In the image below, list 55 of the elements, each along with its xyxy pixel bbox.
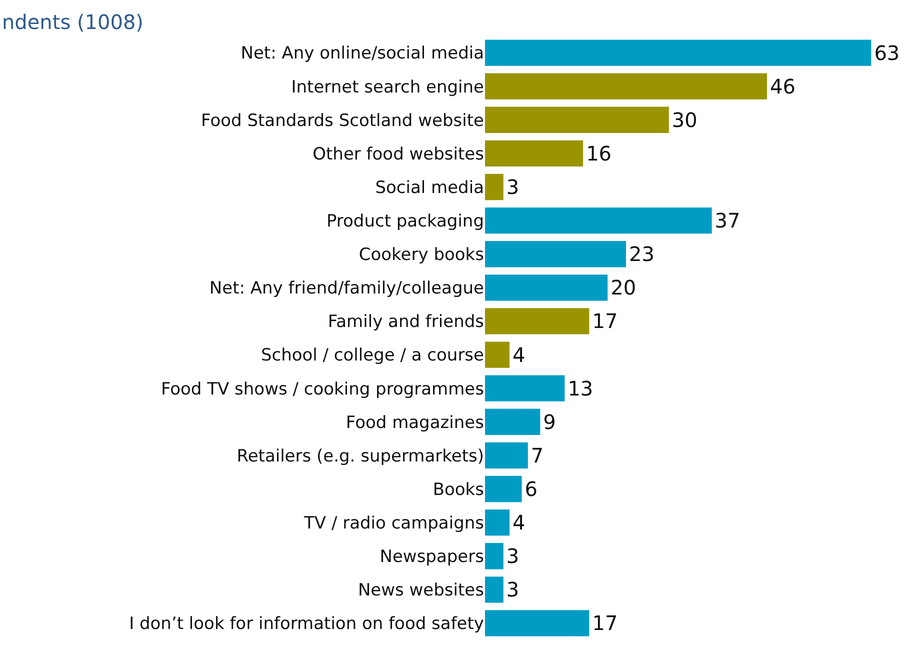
bar — [485, 576, 504, 603]
bar — [485, 476, 522, 502]
y-tick-label: News websites — [358, 580, 484, 601]
bar — [485, 408, 540, 435]
data-label: 7 — [530, 443, 544, 468]
data-label: 3 — [506, 175, 520, 199]
bar — [485, 241, 626, 268]
bar — [485, 342, 510, 368]
y-tick-label: Other food websites — [312, 144, 484, 164]
y-tick-label: Retailers (e.g. supermarkets) — [236, 446, 484, 466]
data-label: 20 — [610, 276, 636, 300]
data-label: 23 — [628, 242, 654, 266]
y-tick-label: TV / radio campaigns — [303, 514, 484, 534]
bar — [485, 610, 590, 636]
data-label: 3 — [506, 578, 520, 602]
data-label: 17 — [592, 309, 618, 334]
bar — [485, 509, 510, 536]
data-label: 16 — [586, 141, 612, 166]
y-tick-label: Newspapers — [380, 547, 484, 568]
bar — [485, 40, 872, 66]
y-tick-label: Product packaging — [326, 212, 484, 232]
y-tick-label: I don’t look for information on food safety — [129, 614, 484, 634]
data-label: 9 — [543, 410, 556, 434]
bar — [485, 140, 584, 167]
text: ndents (1008) — [2, 10, 144, 34]
data-label: 17 — [592, 611, 618, 636]
y-tick-label: Food Standards Scotland website — [201, 110, 484, 131]
y-tick-label: Cookery books — [358, 245, 484, 266]
data-label: 4 — [512, 510, 526, 535]
data-label: 4 — [512, 342, 526, 367]
bar — [485, 174, 504, 200]
bar — [485, 543, 504, 570]
bar — [485, 207, 712, 234]
data-label: 13 — [568, 376, 594, 400]
y-tick-label: Net: Any online/social media — [240, 44, 484, 64]
data-label: 3 — [506, 544, 520, 568]
data-label: 6 — [524, 477, 538, 501]
bar — [485, 73, 767, 100]
y-tick-label: Food TV shows / cooking programmes — [160, 379, 484, 400]
y-tick-label: Food magazines — [346, 412, 484, 433]
data-label: 30 — [672, 108, 698, 132]
bar — [485, 106, 669, 133]
bar — [485, 442, 528, 469]
data-label: 46 — [770, 74, 796, 98]
bar — [485, 375, 565, 402]
data-label: 37 — [714, 208, 740, 233]
y-tick-label: Social media — [375, 178, 484, 198]
y-tick-label: Family and friends — [328, 312, 484, 332]
y-tick-label: School / college / a course — [260, 346, 484, 366]
bar — [485, 274, 608, 301]
y-tick-label: Books — [432, 480, 484, 500]
y-tick-label: Net: Any friend/family/colleague — [209, 278, 484, 299]
data-label: 63 — [874, 40, 900, 65]
bar — [485, 308, 590, 334]
y-tick-label: Internet search engine — [291, 77, 484, 98]
